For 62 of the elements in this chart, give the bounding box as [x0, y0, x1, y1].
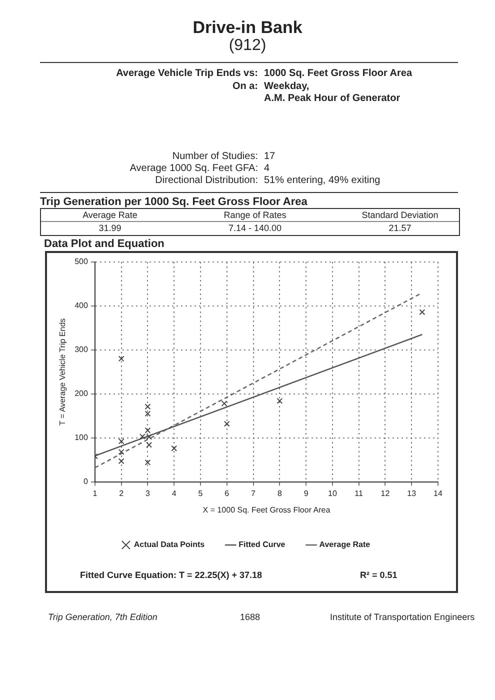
- y-axis-title: T = Average Vehicle Trip Ends: [58, 318, 68, 426]
- y-tick-label: 300: [74, 345, 88, 354]
- x-tick-label: 12: [380, 488, 390, 498]
- legend-label: Fitted Curve: [238, 540, 286, 550]
- x-tick-label: 3: [146, 488, 150, 498]
- x-tick-label: 10: [328, 488, 338, 498]
- text: R² = 0.51: [360, 570, 398, 580]
- point: [419, 309, 426, 316]
- y-tick-label: 0: [83, 477, 88, 486]
- text: Fitted Curve Equation: T = 22.25(X) + 37.18: [80, 570, 262, 580]
- point: [139, 434, 146, 440]
- text: 17: [264, 151, 276, 162]
- x-tick-label: 14: [434, 488, 443, 498]
- x-tick-label: 6: [224, 488, 230, 498]
- x-tick-label: 4: [172, 488, 177, 498]
- x-tick-label: 11: [354, 488, 364, 498]
- point: [144, 459, 151, 466]
- point: [118, 356, 124, 362]
- text: Average Vehicle Trip Ends vs:: [116, 68, 258, 79]
- text: Institute of Transportation Engineers: [330, 612, 475, 622]
- y-tick-label: 500: [74, 257, 88, 266]
- text: Directional Distribution:: [155, 175, 258, 186]
- text: Weekday,: [264, 81, 310, 92]
- point: [276, 398, 283, 404]
- legend-label: Actual Data Points: [134, 540, 206, 550]
- point: [171, 445, 178, 452]
- point: [224, 420, 230, 427]
- text: A.M. Peak Hour of Generator: [264, 93, 400, 104]
- x-tick-label: 13: [407, 488, 417, 498]
- text: Average 1000 Sq. Feet GFA:: [130, 163, 258, 174]
- text: Trip Generation per 1000 Sq. Feet Gross Floor Area: [40, 196, 308, 208]
- x-tick-label: 5: [198, 488, 204, 498]
- chart-subtitle: (912): [228, 37, 268, 55]
- y-tick-label: 400: [74, 301, 88, 310]
- point: [118, 438, 124, 444]
- text: 4: [264, 163, 270, 174]
- text: 1688: [240, 612, 260, 622]
- point: [221, 400, 228, 407]
- text: 7.14 - 140.00: [227, 223, 283, 233]
- y-tick-label: 200: [74, 389, 88, 398]
- text: Number of Studies:: [172, 151, 258, 162]
- legend-label: Average Rate: [319, 540, 371, 550]
- text: 51% entering, 49% exiting: [264, 175, 380, 186]
- point: [118, 448, 124, 455]
- text: On a:: [232, 81, 258, 92]
- text: 21.57: [388, 223, 412, 233]
- text: 31.99: [98, 223, 122, 233]
- x-axis-title: X = 1000 Sq. Feet Gross Floor Area: [202, 505, 331, 514]
- chart-title: Drive-in Bank: [192, 18, 304, 38]
- x-tick-label: 9: [304, 488, 309, 498]
- text: Range of Rates: [222, 210, 288, 220]
- y-tick-label: 100: [74, 433, 88, 442]
- text: 1000 Sq. Feet Gross Floor Area: [264, 68, 412, 79]
- x-tick-label: 2: [119, 488, 124, 498]
- text: Average Rate: [82, 210, 138, 220]
- text: Standard Deviation: [360, 210, 440, 220]
- x-tick-label: 8: [277, 488, 282, 498]
- x-tick-label: 1: [92, 488, 98, 498]
- x-tick-label: 7: [251, 488, 256, 498]
- text: Data Plot and Equation: [44, 238, 164, 250]
- point: [118, 458, 124, 464]
- text: Trip Generation, 7th Edition: [48, 612, 158, 622]
